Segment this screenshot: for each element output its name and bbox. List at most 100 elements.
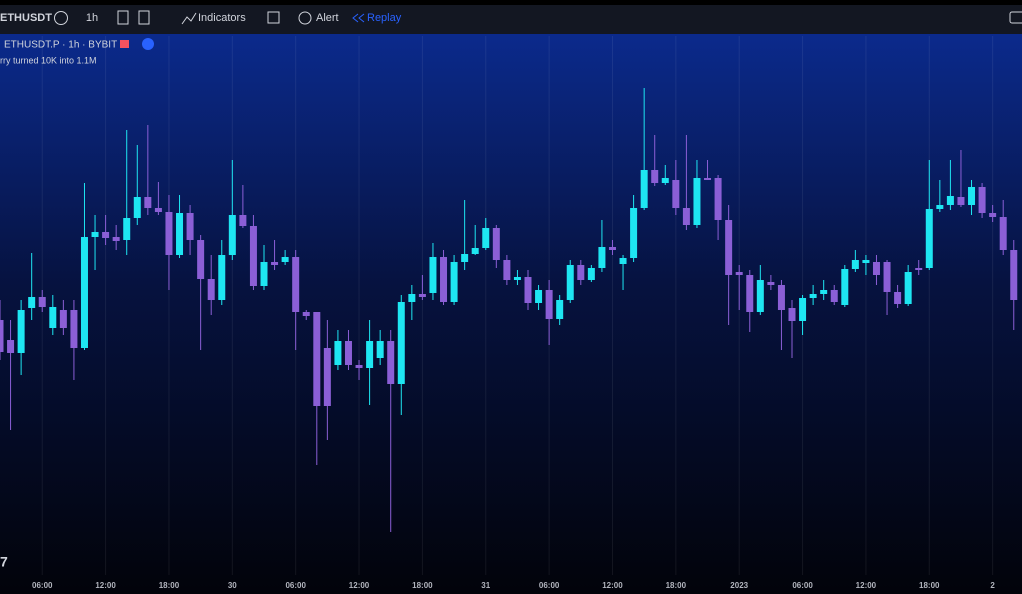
candle-body <box>260 262 268 286</box>
candle-body <box>344 341 352 365</box>
candle-body <box>640 170 648 208</box>
symbol[interactable]: ETHUSDT <box>0 12 52 24</box>
candle-body <box>144 197 152 208</box>
candle-body <box>915 268 923 270</box>
indicators-button[interactable]: Indicators <box>198 12 246 24</box>
candle-body <box>334 341 342 365</box>
candle-body <box>746 275 754 312</box>
x-tick-label: 18:00 <box>919 581 940 590</box>
candle-body <box>735 272 743 275</box>
x-tick-label: 18:00 <box>159 581 180 590</box>
top-edge <box>0 0 1022 5</box>
candle-body <box>112 237 120 241</box>
x-tick-label: 12:00 <box>856 581 877 590</box>
x-tick-label: 12:00 <box>602 581 623 590</box>
candle-body <box>292 257 300 312</box>
candle-body <box>978 187 986 213</box>
replay-badge[interactable] <box>142 38 154 50</box>
candle-body <box>936 205 944 209</box>
candle-body <box>957 197 965 205</box>
candle-body <box>524 277 532 303</box>
x-tick-label: 06:00 <box>539 581 560 590</box>
candle-body <box>535 290 543 303</box>
logo: 7 <box>0 554 8 570</box>
x-tick-label: 06:00 <box>32 581 53 590</box>
candle-body <box>176 213 184 255</box>
x-tick-label: 18:00 <box>666 581 687 590</box>
candle-body <box>165 212 173 255</box>
candle-body <box>767 282 775 285</box>
x-tick-label: 12:00 <box>95 581 116 590</box>
candle-body <box>1010 250 1018 300</box>
candle-body <box>7 340 15 353</box>
replay-icon <box>352 13 365 23</box>
candle-body <box>461 254 469 262</box>
x-tick-label: 30 <box>228 581 237 590</box>
flag[interactable] <box>120 40 129 48</box>
candle-body <box>207 279 215 300</box>
chart-background <box>0 34 1022 594</box>
indicator-note: rry turned 10K into 1.1M <box>0 55 97 65</box>
x-tick-label: 31 <box>481 581 490 590</box>
alert-button[interactable]: Alert <box>316 12 339 24</box>
candle-body <box>59 310 67 328</box>
candle-body <box>862 260 870 263</box>
layouts[interactable] <box>267 11 280 24</box>
add-symbol[interactable] <box>54 11 68 25</box>
candle-body <box>693 178 701 225</box>
x-tick-label: 06:00 <box>792 581 813 590</box>
interval[interactable]: 1h <box>86 12 98 24</box>
x-tick-label: 2 <box>990 581 995 590</box>
candle-body <box>38 297 46 307</box>
candle-body <box>545 290 553 319</box>
indicators-icon <box>181 12 197 25</box>
bar-type[interactable] <box>117 10 129 25</box>
plot: 06:00 12:00 18:00 30 06:00 12:00 18:00 31 06:00 1… <box>0 36 1018 590</box>
candle-body <box>513 277 521 280</box>
toolbar <box>0 5 1022 34</box>
candle-body <box>313 312 321 406</box>
candle-body <box>281 257 289 262</box>
legend-title: ETHUSDT.P · 1h · BYBIT <box>4 40 117 51</box>
candle-body <box>872 262 880 275</box>
candle-body <box>80 237 88 348</box>
candle-body <box>492 228 500 260</box>
candle-body <box>946 196 954 205</box>
candle-body <box>830 290 838 302</box>
candle-body <box>619 258 627 264</box>
candle-body <box>608 247 616 250</box>
candle-body <box>841 269 849 305</box>
candle-body <box>883 262 891 292</box>
candle-body <box>894 292 902 304</box>
candle-body <box>440 257 448 302</box>
candle-body <box>503 260 511 280</box>
candle-body <box>249 226 257 286</box>
candle-body <box>102 232 110 238</box>
candle-body <box>397 302 405 384</box>
candle-body <box>91 232 99 237</box>
candle-body <box>450 262 458 302</box>
candle-body <box>820 290 828 294</box>
candle-body <box>302 312 310 316</box>
candle-body <box>989 213 997 217</box>
candle-body <box>482 228 490 248</box>
candle-body <box>387 341 395 384</box>
replay-button[interactable]: Replay <box>367 12 402 24</box>
x-tick-label: 2023 <box>730 581 748 590</box>
candle-body <box>429 257 437 293</box>
x-tick-label: 18:00 <box>412 581 433 590</box>
chart-type[interactable] <box>138 10 150 25</box>
candle-body <box>661 178 669 183</box>
candle-body <box>566 265 574 300</box>
alert-icon <box>298 11 312 25</box>
candle-body <box>323 348 331 406</box>
candle-body <box>968 187 976 205</box>
candle-body <box>651 170 659 183</box>
candle-body <box>471 248 479 254</box>
fullscreen[interactable] <box>1009 11 1022 24</box>
candle-body <box>799 298 807 321</box>
candle-body <box>17 310 25 353</box>
candle-body <box>366 341 374 368</box>
candle-body <box>598 247 606 268</box>
